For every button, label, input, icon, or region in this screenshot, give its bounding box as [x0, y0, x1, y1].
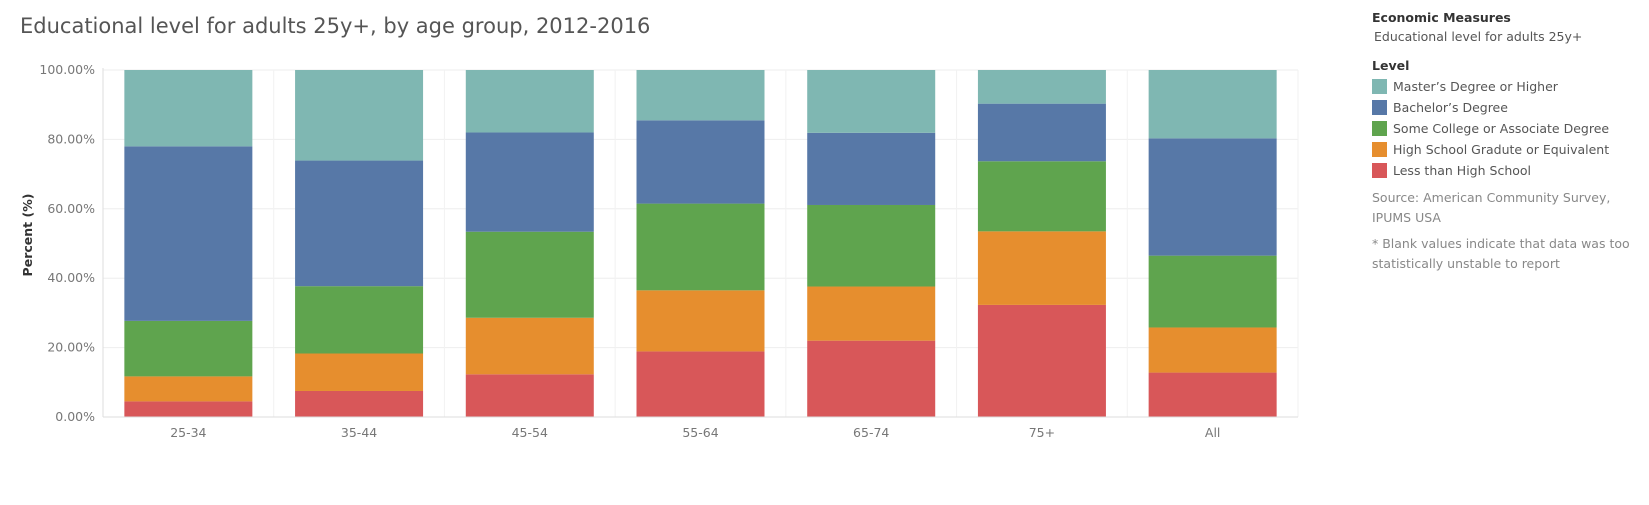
bar-segment	[807, 286, 936, 341]
bar-segment	[636, 203, 765, 291]
legend-item[interactable]: Bachelor’s Degree	[1372, 99, 1642, 115]
y-tick-label: 100.00%	[39, 62, 95, 77]
x-tick-label: 55-64	[682, 425, 718, 440]
bar-segment	[807, 70, 936, 133]
bar-segment	[465, 231, 594, 318]
bar-segment	[977, 103, 1106, 162]
bar-segment	[295, 353, 424, 391]
measures-heading: Economic Measures	[1372, 10, 1511, 25]
chart-title: Educational level for adults 25y+, by ag…	[20, 14, 651, 38]
bar-segment	[977, 70, 1106, 104]
bar-segment	[124, 401, 253, 417]
legend-label: Less than High School	[1393, 162, 1532, 178]
y-tick-label: 80.00%	[47, 131, 95, 146]
bar-segment	[465, 317, 594, 375]
bar-segment	[465, 70, 594, 133]
bar-segment	[465, 374, 594, 417]
bar-segment	[977, 304, 1106, 417]
legend-item[interactable]: Some College or Associate Degree	[1372, 120, 1642, 136]
x-tick-label: All	[1205, 425, 1221, 440]
bar-segment	[124, 146, 253, 321]
bar-segment	[1148, 255, 1277, 328]
legend-item[interactable]: Master’s Degree or Higher	[1372, 78, 1642, 94]
sidebar: Economic Measures Educational level for …	[1372, 10, 1642, 274]
source-note: Source: American Community Survey, IPUMS…	[1372, 190, 1611, 225]
bar-segment	[636, 290, 765, 352]
bar-segment	[295, 286, 424, 354]
bar-segment	[124, 320, 253, 377]
bar-segment	[1148, 138, 1277, 256]
bar-segment	[124, 376, 253, 402]
x-tick-label: 35-44	[341, 425, 377, 440]
bar-segment	[636, 70, 765, 121]
legend-label: High School Gradute or Equivalent	[1393, 141, 1610, 157]
y-tick-label: 0.00%	[55, 409, 95, 424]
bar-segment	[124, 70, 253, 147]
y-axis-title: Percent (%)	[20, 194, 35, 277]
bar-segment	[295, 390, 424, 417]
legend-label: Some College or Associate Degree	[1393, 120, 1610, 136]
bar-segment	[1148, 372, 1277, 417]
bar-segment	[977, 161, 1106, 232]
x-tick-label: 45-54	[512, 425, 548, 440]
bars	[124, 70, 1277, 417]
y-tick-label: 60.00%	[47, 201, 95, 216]
bar-segment	[977, 231, 1106, 305]
blank-values-note: * Blank values indicate that data was to…	[1372, 236, 1630, 271]
legend-item[interactable]: Less than High School	[1372, 162, 1642, 178]
bar-segment	[807, 204, 936, 287]
bar-segment	[1148, 327, 1277, 373]
legend-label: Master’s Degree or Higher	[1393, 78, 1558, 94]
y-tick-label: 40.00%	[47, 270, 95, 285]
bar-segment	[807, 340, 936, 417]
chart-plot: 0.00% 20.00% 40.00% 60.00% 80.00% 100.00% 25-3…	[20, 62, 1299, 440]
legend: Master’s Degree or Higher Bachelor’s Degr…	[1372, 78, 1642, 178]
bar-segment	[807, 132, 936, 205]
legend-heading: Level	[1372, 58, 1410, 73]
x-tick-label: 25-34	[170, 425, 206, 440]
legend-label: Bachelor’s Degree	[1393, 99, 1508, 115]
legend-swatch	[1372, 99, 1387, 115]
axes: 0.00% 20.00% 40.00% 60.00% 80.00% 100.00% 25-3…	[39, 62, 1298, 440]
x-tick-label: 75+	[1029, 425, 1055, 440]
y-tick-label: 20.00%	[47, 340, 95, 355]
bar-segment	[636, 120, 765, 204]
bar-segment	[636, 351, 765, 417]
bar-segment	[1148, 70, 1277, 139]
legend-swatch	[1372, 78, 1387, 94]
bar-segment	[295, 160, 424, 287]
measures-value[interactable]: Educational level for adults 25y+	[1374, 29, 1583, 44]
legend-item[interactable]: High School Gradute or Equivalent	[1372, 141, 1642, 157]
legend-swatch	[1372, 141, 1387, 157]
x-tick-label: 65-74	[853, 425, 889, 440]
legend-swatch	[1372, 120, 1387, 136]
legend-swatch	[1372, 162, 1387, 178]
bar-segment	[295, 70, 424, 161]
bar-segment	[465, 132, 594, 232]
